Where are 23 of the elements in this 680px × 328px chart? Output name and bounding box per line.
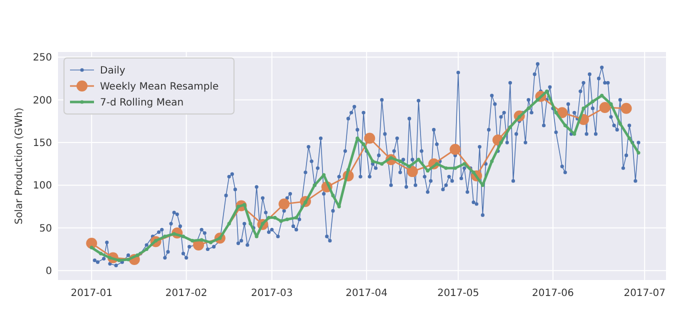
- point: [620, 102, 632, 114]
- y-tick-label: 200: [32, 95, 52, 106]
- y-tick-label: 250: [32, 52, 52, 64]
- legend-label: 7-d Rolling Mean: [100, 98, 184, 108]
- y-tick-label: 0: [46, 266, 52, 278]
- x-tick-label: 2017-01: [70, 288, 113, 299]
- point: [450, 144, 461, 155]
- point: [599, 102, 610, 114]
- legend-label: Weekly Mean Resample: [100, 82, 219, 92]
- y-tick-label: 150: [32, 138, 52, 150]
- x-tick-label: 2017-05: [437, 288, 480, 299]
- point: [278, 198, 290, 210]
- x-tick-label: 2017-06: [532, 288, 574, 299]
- x-tick-label: 2017-03: [250, 288, 293, 299]
- point: [364, 132, 376, 144]
- point: [406, 166, 418, 178]
- legend-label: Daily: [100, 66, 126, 76]
- x-tick-label: 2017-04: [346, 288, 388, 299]
- y-axis-title: Solar Production (GWh): [14, 107, 25, 224]
- x-tick-label: 2017-07: [624, 288, 666, 299]
- y-tick-label: 100: [32, 180, 52, 192]
- y-tick-label: 50: [39, 223, 52, 234]
- x-tick-label: 2017-02: [165, 288, 208, 299]
